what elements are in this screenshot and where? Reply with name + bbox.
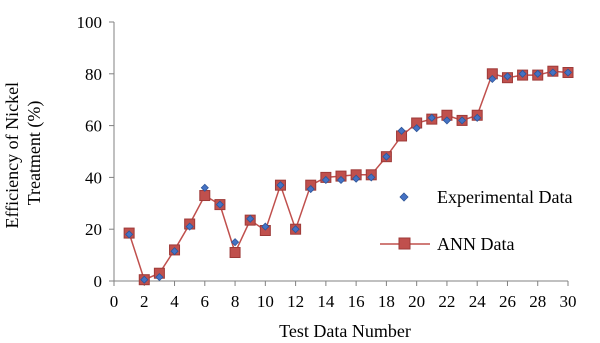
x-tick-label: 10 [257,292,274,311]
x-tick-label: 30 [560,292,577,311]
x-tick-label: 12 [287,292,304,311]
legend: Experimental Data ANN Data [380,187,572,254]
y-tick-label: 80 [85,65,102,84]
experimental-point [140,275,149,284]
y-tick-label: 100 [77,13,103,32]
x-tick-label: 18 [378,292,395,311]
x-tick-label: 6 [201,292,210,311]
legend-ann-marker [398,237,411,250]
experimental-point [518,69,527,78]
experimental-point [473,113,482,122]
y-tick-label: 0 [94,272,103,291]
x-tick-label: 8 [231,292,240,311]
experimental-point [246,214,255,223]
x-axis-title: Test Data Number [279,321,411,341]
y-axis-title-line2: Treatment (%) [24,101,45,206]
legend-experimental-marker [399,192,409,202]
legend-experimental-label: Experimental Data [437,187,572,207]
x-tick-label: 14 [317,292,335,311]
experimental-point [276,181,285,190]
experimental-point [291,225,300,234]
x-tick-label: 22 [438,292,455,311]
x-tick-label: 28 [529,292,546,311]
experimental-point [367,173,376,182]
experimental-point [321,175,330,185]
experimental-point [125,230,134,239]
experimental-point [488,74,497,84]
x-tick-label: 0 [110,292,119,311]
y-tick-label: 40 [85,168,102,187]
x-tick-label: 20 [408,292,425,311]
x-tick-label: 4 [170,292,179,311]
experimental-series [125,68,573,284]
experimental-point [185,222,194,231]
x-tick-label: 26 [499,292,516,311]
experimental-point [215,200,224,209]
y-axis-title-line1: Efficiency of Nickel [2,82,22,229]
experimental-point [306,184,315,194]
y-tick-label: 60 [85,117,102,136]
experimental-point [261,222,270,231]
x-tick-label: 16 [348,292,365,311]
experimental-point [563,68,573,77]
experimental-point [503,72,512,81]
experimental-point [442,116,451,125]
experimental-point [336,175,346,185]
experimental-point [548,68,557,77]
experimental-point [200,183,209,192]
x-axis-ticks: 0 2 4 6 8 10 12 14 16 18 20 22 24 26 28 30 [110,281,577,311]
y-axis-ticks: 0 20 40 60 80 100 [77,13,114,291]
y-tick-label: 20 [85,220,102,239]
experimental-point [155,273,164,282]
x-tick-label: 2 [140,292,149,311]
experimental-point [170,247,179,256]
x-tick-label: 24 [469,292,487,311]
experimental-point [352,174,361,183]
experimental-point [458,116,467,125]
experimental-point [397,126,406,135]
ann-point [229,247,241,259]
legend-ann-label: ANN Data [437,234,514,254]
experimental-point [533,69,542,78]
ann-point [199,190,211,202]
y-axis-title: Efficiency of Nickel Treatment (%) [2,77,45,228]
experimental-point [231,238,240,247]
experimental-point [427,113,436,122]
experimental-point [412,124,421,133]
experimental-point [382,152,391,161]
